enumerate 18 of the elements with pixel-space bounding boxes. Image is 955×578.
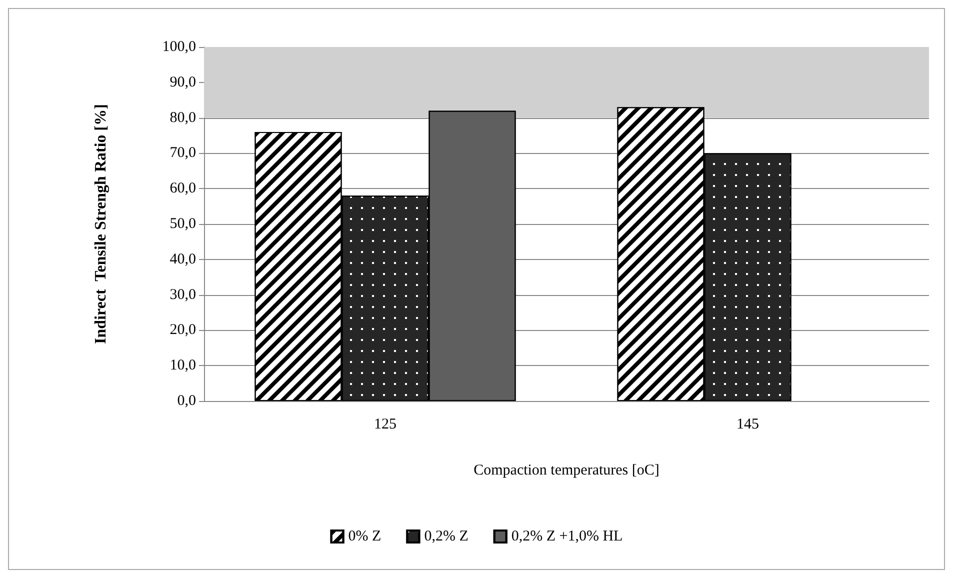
y-tick-label: 40,0 bbox=[170, 251, 196, 268]
y-tick-label: 90,0 bbox=[170, 74, 196, 90]
y-tick-label: 0,0 bbox=[177, 393, 196, 409]
y-tick-label: 20,0 bbox=[170, 322, 196, 338]
y-tick-label: 100,0 bbox=[162, 39, 196, 55]
legend-label: 0,2% Z bbox=[424, 528, 468, 544]
legend-label: 0% Z bbox=[348, 528, 382, 544]
y-tick-label: 70,0 bbox=[170, 145, 196, 162]
x-tick-label: 145 bbox=[736, 416, 759, 432]
x-tick-label: 125 bbox=[374, 416, 396, 432]
y-tick-label: 50,0 bbox=[170, 216, 196, 232]
y-tick-label: 80,0 bbox=[170, 110, 196, 126]
y-axis-title: Indirect Tensile Strengh Ratio [%] bbox=[92, 104, 110, 344]
y-tick-label: 30,0 bbox=[170, 286, 196, 303]
y-tick-label: 10,0 bbox=[170, 358, 196, 374]
y-tick-label: 60,0 bbox=[170, 180, 196, 197]
x-axis-title: Compaction temperatures [oC] bbox=[474, 462, 660, 478]
legend-label: 0,2% Z +1,0% HL bbox=[511, 528, 623, 544]
